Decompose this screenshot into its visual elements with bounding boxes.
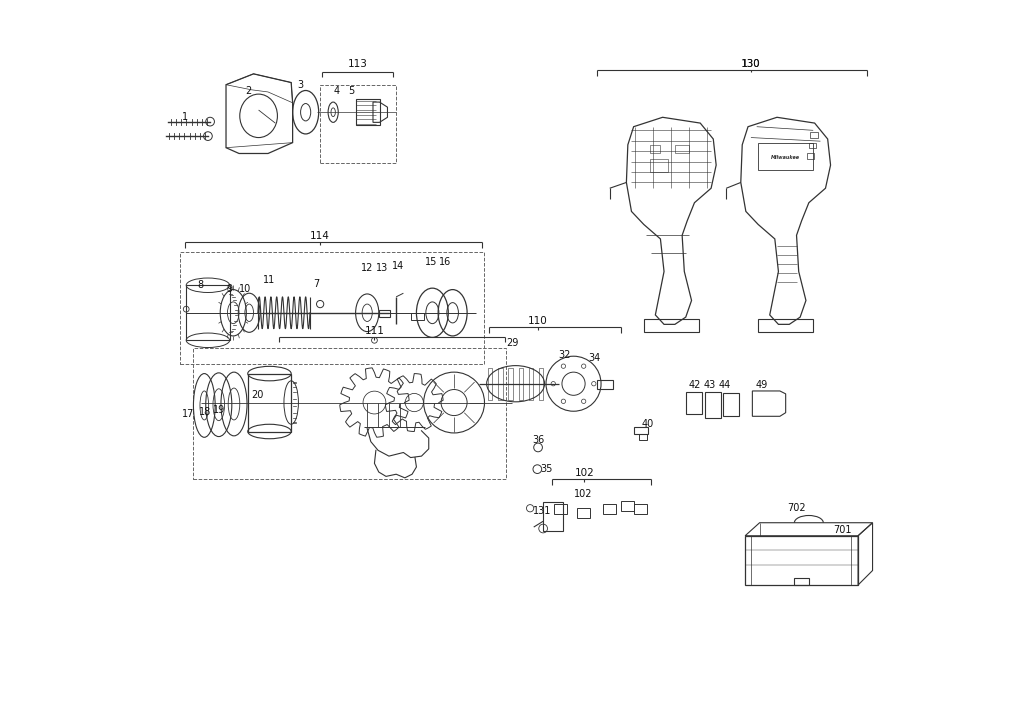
Bar (621, 501, 634, 511)
Bar (554, 504, 567, 514)
Text: 10: 10 (240, 284, 252, 294)
Bar (528, 368, 534, 400)
Bar (508, 368, 513, 400)
Text: 43: 43 (703, 380, 716, 390)
Text: 111: 111 (365, 326, 384, 336)
Text: 2: 2 (246, 86, 252, 96)
Text: 702: 702 (787, 503, 806, 513)
Text: 16: 16 (439, 257, 452, 267)
Bar (194, 348, 506, 479)
Text: 13: 13 (376, 263, 388, 273)
Bar (807, 153, 814, 159)
Bar (180, 252, 484, 364)
Text: Milwaukee: Milwaukee (771, 156, 800, 160)
Text: 29: 29 (506, 338, 518, 348)
Text: 20: 20 (251, 390, 263, 400)
Text: 9: 9 (226, 284, 232, 294)
Bar (539, 368, 543, 400)
Text: 7: 7 (313, 279, 319, 289)
Bar (488, 368, 493, 400)
Bar (379, 310, 390, 317)
Text: 130: 130 (741, 59, 760, 69)
Text: 42: 42 (688, 380, 700, 390)
Bar (499, 368, 503, 400)
Text: 102: 102 (574, 468, 594, 479)
Bar (809, 143, 816, 148)
Text: 12: 12 (361, 263, 374, 273)
Bar (411, 313, 424, 320)
Bar (543, 502, 563, 531)
Text: 36: 36 (531, 435, 544, 445)
Bar (634, 427, 648, 434)
Text: 49: 49 (756, 380, 768, 390)
Bar (675, 145, 689, 153)
Text: 44: 44 (719, 380, 731, 390)
Bar (795, 578, 809, 585)
Text: 131: 131 (534, 506, 552, 516)
Bar (602, 504, 615, 514)
Bar (321, 85, 396, 163)
Bar (758, 143, 813, 170)
Bar (649, 145, 660, 153)
Text: 102: 102 (573, 489, 592, 499)
Bar (745, 536, 858, 585)
Bar (186, 285, 229, 340)
Text: 110: 110 (528, 316, 548, 327)
Bar (758, 319, 813, 332)
Bar (518, 368, 523, 400)
Bar (723, 393, 739, 416)
Bar (705, 392, 721, 418)
Bar (810, 132, 817, 138)
Text: 5: 5 (348, 86, 354, 96)
Text: 15: 15 (425, 257, 437, 267)
Bar (644, 319, 698, 332)
Text: 34: 34 (589, 353, 601, 363)
Bar (578, 508, 590, 518)
Text: 113: 113 (348, 59, 368, 69)
Text: 18: 18 (199, 407, 211, 417)
Text: 40: 40 (642, 419, 654, 429)
Bar (649, 159, 668, 172)
Text: 114: 114 (310, 231, 330, 241)
Text: 14: 14 (391, 261, 403, 271)
Text: 3: 3 (298, 80, 304, 90)
Text: 32: 32 (558, 350, 570, 360)
Text: 1: 1 (181, 112, 187, 122)
Bar (356, 99, 380, 125)
Text: 8: 8 (198, 279, 204, 290)
Text: 130: 130 (741, 59, 761, 69)
Text: 19: 19 (213, 405, 225, 415)
Text: 11: 11 (263, 275, 275, 285)
Text: 701: 701 (833, 525, 851, 535)
Text: 17: 17 (182, 409, 195, 419)
Bar (634, 504, 647, 514)
Bar (597, 380, 613, 389)
Bar (686, 392, 701, 414)
Bar (248, 374, 291, 432)
Bar (639, 434, 647, 440)
Text: 35: 35 (541, 464, 553, 474)
Text: 4: 4 (334, 86, 340, 96)
